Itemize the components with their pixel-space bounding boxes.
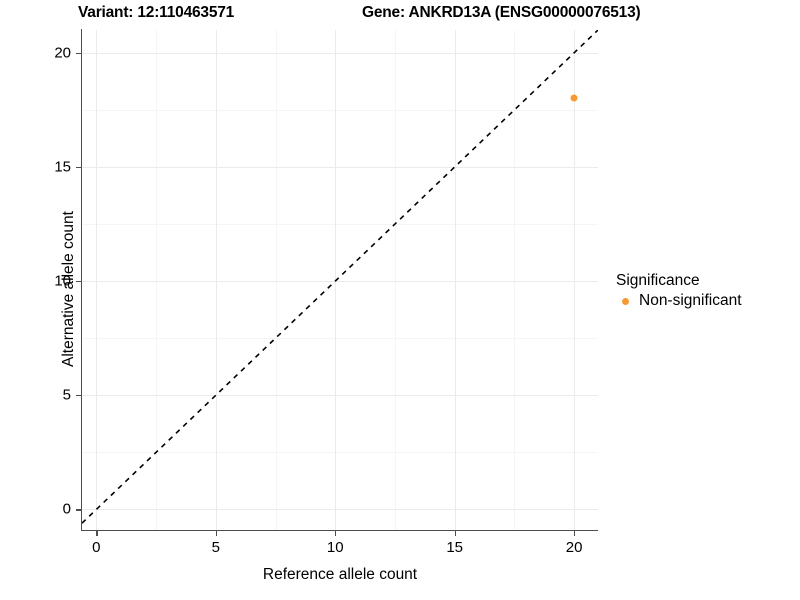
gridline — [275, 30, 277, 530]
x-axis-tick — [335, 531, 337, 536]
y-axis-tick-label: 20 — [54, 44, 71, 62]
y-axis-tick — [76, 166, 81, 169]
y-axis-tick-label: 15 — [54, 158, 71, 176]
gridline — [335, 30, 337, 530]
gridline — [574, 30, 576, 530]
gridline — [514, 30, 516, 530]
gridline — [82, 52, 598, 54]
gridline — [82, 281, 598, 283]
x-axis-tick — [215, 531, 217, 536]
variant-title: Variant: 12:110463571 — [78, 4, 235, 21]
y-axis-tick — [76, 395, 81, 397]
gridline — [82, 452, 598, 454]
x-axis-tick — [96, 531, 98, 536]
x-axis-title: Reference allele count — [262, 566, 418, 583]
x-axis-tick-label: 15 — [446, 539, 463, 556]
gridline — [394, 30, 396, 530]
x-axis-tick — [454, 531, 456, 536]
y-axis-tick — [76, 509, 81, 511]
gridline — [82, 109, 598, 111]
gene-title: Gene: ANKRD13A (ENSG00000076513) — [362, 4, 641, 21]
gridline — [156, 30, 158, 530]
y-axis-line — [81, 29, 83, 531]
data-point[interactable] — [570, 94, 578, 102]
x-axis-tick-label: 0 — [92, 539, 101, 556]
gridline — [215, 30, 217, 530]
y-axis-tick-label: 5 — [62, 386, 71, 404]
legend-dot-icon — [616, 292, 634, 310]
x-axis-tick — [574, 531, 576, 536]
legend: Significance Non-significant — [616, 272, 742, 310]
gridline — [96, 30, 98, 530]
y-axis-tick-label: 0 — [62, 500, 71, 518]
plot-panel — [82, 30, 598, 530]
legend-items: Non-significant — [616, 292, 742, 310]
legend-item[interactable]: Non-significant — [616, 292, 742, 310]
identity-reference-line — [82, 30, 598, 524]
legend-item-label: Non-significant — [639, 292, 742, 309]
y-axis-title: Alternative allele count — [60, 211, 77, 367]
gridline — [454, 30, 456, 530]
y-axis-tick — [76, 52, 81, 55]
gridline — [82, 166, 598, 168]
gridline — [82, 224, 598, 226]
x-axis-line — [81, 530, 598, 532]
y-axis-tick-label: 10 — [54, 272, 71, 290]
x-axis-tick-label: 20 — [565, 539, 583, 556]
gridline — [82, 509, 598, 511]
x-axis-tick-label: 10 — [326, 539, 344, 556]
legend-title: Significance — [616, 272, 700, 289]
gridline — [82, 395, 598, 397]
y-axis-tick — [76, 281, 81, 283]
x-axis-tick-label: 5 — [211, 539, 220, 556]
gridline — [82, 338, 598, 340]
title-row: Variant: 12:110463571 Gene: ANKRD13A (EN… — [0, 4, 800, 26]
